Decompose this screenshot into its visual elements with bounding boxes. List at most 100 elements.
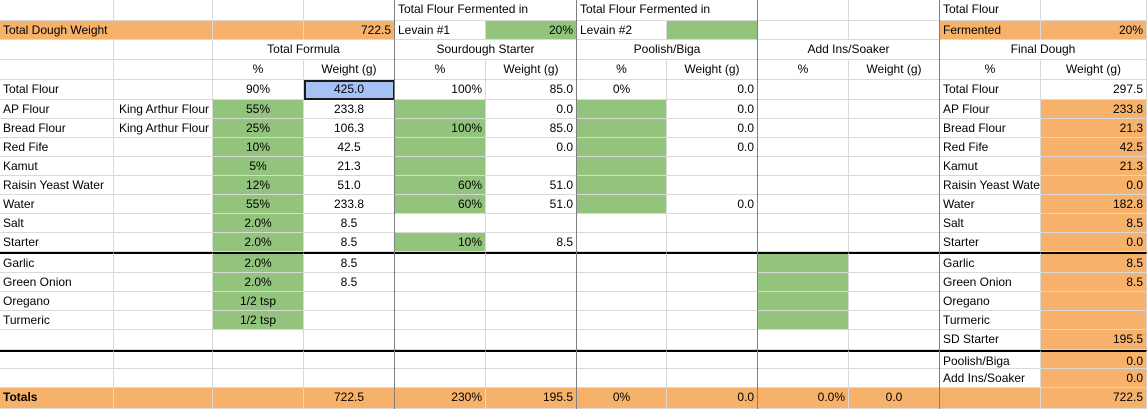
final-dough-ingredient[interactable]: Raisin Yeast Water bbox=[940, 176, 1041, 195]
final-dough-weight[interactable]: 8.5 bbox=[1041, 214, 1147, 233]
poolish-percent[interactable] bbox=[577, 176, 667, 195]
cell-blank[interactable] bbox=[0, 60, 114, 80]
total-formula-percent[interactable]: 25% bbox=[213, 119, 304, 138]
poolish-weight[interactable] bbox=[667, 273, 758, 292]
sourdough-weight[interactable]: 0.0 bbox=[486, 138, 577, 157]
total-formula-percent[interactable] bbox=[213, 350, 304, 369]
col-header-weight[interactable]: Weight (g) bbox=[849, 60, 940, 80]
final-dough-weight[interactable]: 0.0 bbox=[1041, 176, 1147, 195]
cell-blank[interactable] bbox=[213, 0, 304, 21]
add-ins-weight[interactable] bbox=[849, 119, 940, 138]
add-ins-percent[interactable] bbox=[758, 369, 849, 388]
ingredient-name[interactable]: Turmeric bbox=[0, 311, 114, 330]
final-dough-weight[interactable]: 0.0 bbox=[1041, 233, 1147, 252]
final-dough-weight[interactable]: 8.5 bbox=[1041, 273, 1147, 292]
final-dough-ingredient[interactable]: Turmeric bbox=[940, 311, 1041, 330]
total-formula-percent[interactable]: 55% bbox=[213, 195, 304, 214]
ingredient-name[interactable]: Starter bbox=[0, 233, 114, 252]
poolish-percent[interactable] bbox=[577, 252, 667, 273]
poolish-percent[interactable] bbox=[577, 195, 667, 214]
ingredient-brand[interactable] bbox=[114, 157, 213, 176]
ingredient-brand[interactable] bbox=[114, 292, 213, 311]
total-formula-percent[interactable]: 55% bbox=[213, 100, 304, 119]
cell-blank[interactable] bbox=[940, 388, 1041, 409]
final-dough-weight[interactable]: 297.5 bbox=[1041, 80, 1147, 100]
col-header-percent[interactable]: % bbox=[395, 60, 486, 80]
sourdough-percent[interactable] bbox=[395, 292, 486, 311]
final-dough-ingredient[interactable]: Starter bbox=[940, 233, 1041, 252]
ingredient-name[interactable]: Total Flour bbox=[0, 80, 114, 100]
total-formula-weight[interactable]: 8.5 bbox=[304, 252, 395, 273]
ingredient-name[interactable]: Water bbox=[0, 195, 114, 214]
total-formula-weight[interactable] bbox=[304, 311, 395, 330]
sourdough-percent[interactable] bbox=[395, 330, 486, 350]
poolish-weight[interactable]: 0.0 bbox=[667, 119, 758, 138]
col-header-weight[interactable]: Weight (g) bbox=[486, 60, 577, 80]
poolish-weight[interactable] bbox=[667, 369, 758, 388]
sourdough-weight[interactable] bbox=[486, 252, 577, 273]
ingredient-brand[interactable] bbox=[114, 138, 213, 157]
poolish-percent[interactable] bbox=[577, 157, 667, 176]
ingredient-brand[interactable] bbox=[114, 311, 213, 330]
add-ins-weight[interactable] bbox=[849, 176, 940, 195]
sourdough-percent[interactable] bbox=[395, 100, 486, 119]
total-formula-weight[interactable]: 8.5 bbox=[304, 233, 395, 252]
final-dough-weight[interactable]: 0.0 bbox=[1041, 369, 1147, 388]
total-formula-percent[interactable]: 2.0% bbox=[213, 273, 304, 292]
poolish-percent[interactable] bbox=[577, 330, 667, 350]
total-formula-percent[interactable]: 5% bbox=[213, 157, 304, 176]
col-header-weight[interactable]: Weight (g) bbox=[1041, 60, 1147, 80]
total-flour-fermented-pct[interactable]: 20% bbox=[1041, 21, 1147, 40]
sourdough-percent[interactable] bbox=[395, 311, 486, 330]
ingredient-name[interactable]: Garlic bbox=[0, 252, 114, 273]
poolish-weight[interactable] bbox=[667, 292, 758, 311]
total-formula-weight[interactable]: 233.8 bbox=[304, 100, 395, 119]
ingredient-brand[interactable] bbox=[114, 176, 213, 195]
sourdough-percent[interactable] bbox=[395, 214, 486, 233]
ingredient-brand[interactable] bbox=[114, 80, 213, 100]
sourdough-weight[interactable]: 85.0 bbox=[486, 80, 577, 100]
final-dough-ingredient[interactable]: Garlic bbox=[940, 252, 1041, 273]
col-header-percent[interactable]: % bbox=[940, 60, 1041, 80]
sourdough-percent[interactable] bbox=[395, 369, 486, 388]
levain2-title[interactable]: Total Flour Fermented in bbox=[577, 0, 758, 21]
section-add-ins-soaker[interactable]: Add Ins/Soaker bbox=[758, 40, 940, 60]
poolish-percent[interactable] bbox=[577, 214, 667, 233]
total-formula-weight[interactable] bbox=[304, 330, 395, 350]
poolish-weight[interactable] bbox=[667, 176, 758, 195]
total-formula-percent[interactable]: 1/2 tsp bbox=[213, 292, 304, 311]
sourdough-weight[interactable] bbox=[486, 330, 577, 350]
levain2-pct-input[interactable] bbox=[667, 21, 758, 40]
col-header-percent[interactable]: % bbox=[758, 60, 849, 80]
ingredient-name[interactable]: Kamut bbox=[0, 157, 114, 176]
section-sourdough-starter[interactable]: Sourdough Starter bbox=[395, 40, 577, 60]
sourdough-percent[interactable]: 10% bbox=[395, 233, 486, 252]
levain1-title[interactable]: Total Flour Fermented in bbox=[395, 0, 577, 21]
sourdough-weight[interactable]: 85.0 bbox=[486, 119, 577, 138]
sourdough-percent[interactable] bbox=[395, 252, 486, 273]
add-ins-percent[interactable] bbox=[758, 330, 849, 350]
add-ins-weight[interactable] bbox=[849, 100, 940, 119]
add-ins-percent[interactable] bbox=[758, 80, 849, 100]
final-dough-weight[interactable] bbox=[1041, 292, 1147, 311]
poolish-weight[interactable] bbox=[667, 311, 758, 330]
total-formula-percent[interactable]: 2.0% bbox=[213, 252, 304, 273]
total-formula-percent[interactable]: 90% bbox=[213, 80, 304, 100]
add-ins-weight[interactable] bbox=[849, 369, 940, 388]
totals-poolish-weight[interactable]: 0.0 bbox=[667, 388, 758, 409]
cell-blank[interactable] bbox=[213, 21, 304, 40]
total-formula-weight[interactable]: 8.5 bbox=[304, 214, 395, 233]
totals-sourdough-percent[interactable]: 230% bbox=[395, 388, 486, 409]
final-dough-weight[interactable]: 233.8 bbox=[1041, 100, 1147, 119]
final-dough-weight[interactable]: 195.5 bbox=[1041, 330, 1147, 350]
cell-blank[interactable] bbox=[849, 21, 940, 40]
final-dough-ingredient[interactable]: Red Fife bbox=[940, 138, 1041, 157]
total-formula-weight[interactable]: 42.5 bbox=[304, 138, 395, 157]
add-ins-percent[interactable] bbox=[758, 273, 849, 292]
ingredient-brand[interactable] bbox=[114, 214, 213, 233]
total-formula-percent[interactable]: 12% bbox=[213, 176, 304, 195]
total-dough-weight-label[interactable]: Total Dough Weight bbox=[0, 21, 213, 40]
total-formula-weight[interactable]: 51.0 bbox=[304, 176, 395, 195]
total-dough-weight-value[interactable]: 722.5 bbox=[304, 21, 395, 40]
ingredient-name[interactable]: Oregano bbox=[0, 292, 114, 311]
